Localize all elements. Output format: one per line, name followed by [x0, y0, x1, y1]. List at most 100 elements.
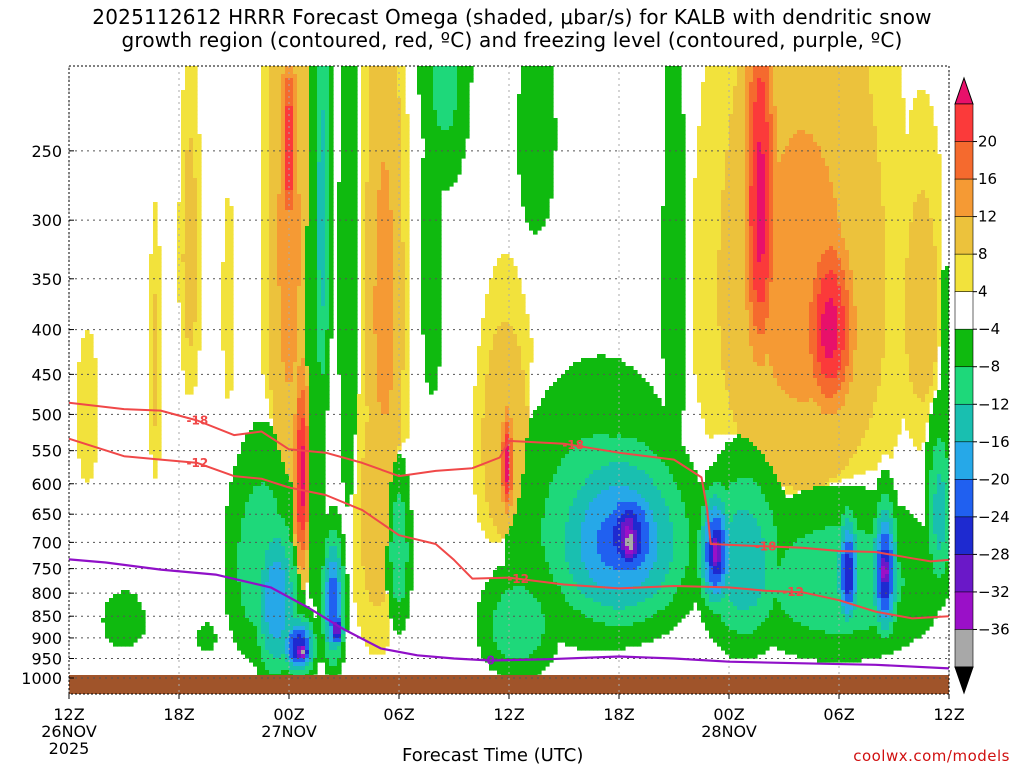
- omega-cell: [269, 562, 274, 567]
- omega-cell: [297, 222, 302, 227]
- omega-cell: [185, 230, 190, 235]
- omega-cell: [313, 430, 318, 435]
- omega-cell: [233, 618, 238, 623]
- omega-cell: [253, 522, 258, 527]
- omega-cell: [277, 230, 282, 235]
- omega-cell: [189, 318, 194, 323]
- omega-cell: [281, 142, 286, 147]
- omega-cell: [153, 246, 158, 251]
- omega-cell: [229, 294, 234, 299]
- omega-cell: [177, 206, 182, 211]
- omega-cell: [249, 486, 254, 491]
- omega-cell: [329, 330, 334, 335]
- omega-cell: [325, 390, 330, 395]
- omega-cell: [265, 594, 270, 599]
- omega-cell: [325, 538, 330, 543]
- omega-cell: [329, 162, 334, 167]
- omega-cell: [321, 442, 326, 447]
- omega-cell: [273, 70, 278, 75]
- omega-cell: [301, 426, 306, 431]
- omega-cell: [285, 162, 290, 167]
- omega-cell: [305, 266, 310, 271]
- omega-cell: [281, 438, 286, 443]
- omega-cell: [189, 122, 194, 127]
- omega-cell: [313, 378, 318, 383]
- omega-cell: [321, 542, 326, 547]
- omega-cell: [357, 510, 362, 515]
- omega-cell: [181, 206, 186, 211]
- omega-cell: [261, 562, 266, 567]
- omega-cell: [353, 90, 358, 95]
- omega-cell: [197, 318, 202, 323]
- omega-cell: [297, 246, 302, 251]
- omega-cell: [157, 254, 162, 259]
- omega-cell: [281, 634, 286, 639]
- omega-cell: [249, 474, 254, 479]
- omega-cell: [297, 150, 302, 155]
- omega-cell: [185, 338, 190, 343]
- omega-cell: [301, 418, 306, 423]
- omega-cell: [281, 190, 286, 195]
- omega-cell: [305, 238, 310, 243]
- omega-cell: [157, 294, 162, 299]
- omega-cell: [345, 242, 350, 247]
- omega-cell: [321, 410, 326, 415]
- omega-cell: [309, 478, 314, 483]
- omega-cell: [337, 594, 342, 599]
- omega-cell: [293, 402, 298, 407]
- omega-cell: [261, 634, 266, 639]
- omega-cell: [349, 330, 354, 335]
- omega-cell: [221, 338, 226, 343]
- omega-cell: [349, 122, 354, 127]
- omega-cell: [313, 634, 318, 639]
- omega-cell: [297, 214, 302, 219]
- omega-cell: [321, 226, 326, 231]
- omega-cell: [253, 554, 258, 559]
- omega-cell: [337, 238, 342, 243]
- omega-cell: [349, 134, 354, 139]
- omega-cell: [273, 554, 278, 559]
- omega-cell: [261, 266, 266, 271]
- omega-cell: [189, 322, 194, 327]
- omega-cell: [329, 614, 334, 619]
- omega-cell: [273, 242, 278, 247]
- omega-cell: [189, 138, 194, 143]
- omega-cell: [365, 326, 370, 331]
- omega-cell: [85, 458, 90, 463]
- omega-cell: [321, 414, 326, 419]
- omega-cell: [261, 370, 266, 375]
- omega-cell: [269, 346, 274, 351]
- omega-cell: [277, 318, 282, 323]
- omega-cell: [353, 418, 358, 423]
- omega-cell: [309, 298, 314, 303]
- omega-cell: [361, 90, 366, 95]
- omega-cell: [261, 642, 266, 647]
- omega-cell: [361, 198, 366, 203]
- omega-cell: [117, 634, 122, 639]
- omega-cell: [253, 606, 258, 611]
- omega-cell: [313, 586, 318, 591]
- omega-cell: [305, 502, 310, 507]
- omega-cell: [349, 150, 354, 155]
- omega-cell: [353, 246, 358, 251]
- omega-cell: [225, 282, 230, 287]
- omega-cell: [297, 530, 302, 535]
- omega-cell: [321, 122, 326, 127]
- omega-cell: [317, 402, 322, 407]
- omega-cell: [265, 222, 270, 227]
- omega-cell: [93, 382, 98, 387]
- omega-cell: [249, 458, 254, 463]
- omega-cell: [309, 462, 314, 467]
- omega-cell: [281, 266, 286, 271]
- omega-cell: [325, 574, 330, 579]
- omega-cell: [297, 142, 302, 147]
- omega-cell: [325, 602, 330, 607]
- omega-cell: [225, 230, 230, 235]
- omega-cell: [365, 90, 370, 95]
- omega-cell: [269, 282, 274, 287]
- omega-cell: [361, 274, 366, 279]
- omega-cell: [269, 102, 274, 107]
- omega-cell: [293, 630, 298, 635]
- omega-cell: [205, 638, 210, 643]
- omega-cell: [289, 238, 294, 243]
